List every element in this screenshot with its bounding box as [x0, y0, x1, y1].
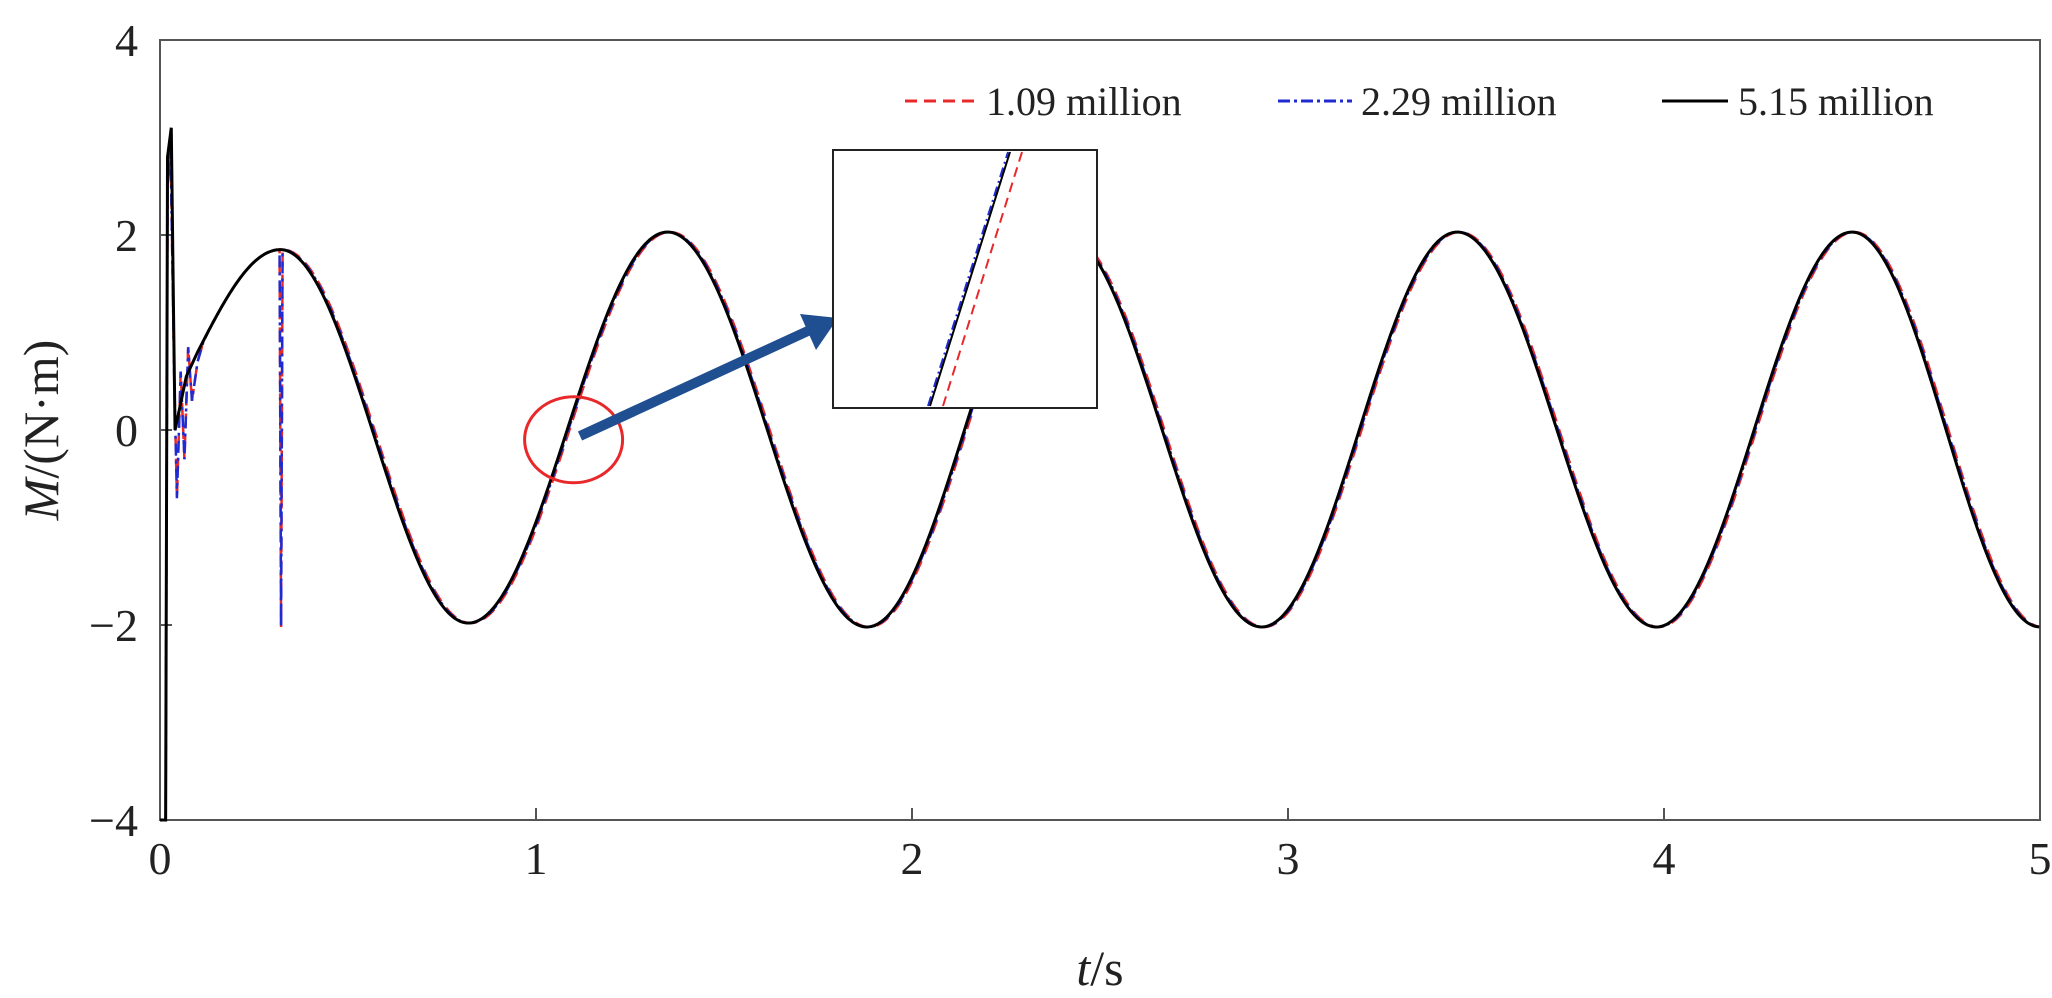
highlight-circle — [523, 395, 625, 485]
legend-label-3: 5.15 million — [1738, 79, 1934, 124]
series-line-3 — [160, 127, 2040, 822]
y-tick-label: −4 — [89, 795, 138, 846]
x-axis-title-unit: /s — [1090, 940, 1123, 996]
y-axis-title: M/(N·m) — [13, 340, 69, 522]
x-tick-label: 1 — [525, 833, 548, 884]
y-axis-title-var: M — [13, 476, 69, 521]
series-line-1 — [160, 147, 2040, 822]
series-layer — [160, 127, 2040, 822]
x-tick-label: 4 — [1653, 833, 1676, 884]
y-tick-label: 4 — [115, 15, 138, 66]
zoom-inset-dashdot-line — [927, 151, 1009, 407]
legend-label-2: 2.29 million — [1361, 79, 1557, 124]
legend-label-1: 1.09 million — [986, 79, 1182, 124]
zoom-inset — [832, 149, 1098, 409]
x-tick-label: 2 — [901, 833, 924, 884]
zoom-inset-solid-line — [929, 151, 1011, 407]
x-tick-label: 3 — [1277, 833, 1300, 884]
y-tick-label: −2 — [89, 600, 138, 651]
zoom-inset-frame — [832, 149, 1098, 409]
x-axis-ticks: 0 1 2 3 4 5 — [149, 808, 2052, 884]
y-axis-title-unit: /(N·m) — [13, 340, 69, 479]
zoom-inset-dashed-line — [942, 151, 1023, 407]
plot-frame — [159, 39, 2041, 821]
y-tick-label: 2 — [115, 210, 138, 261]
x-axis-title: t/s — [1076, 940, 1123, 996]
x-tick-label: 5 — [2029, 833, 2052, 884]
y-tick-label: 0 — [115, 405, 138, 456]
zoom-arrow — [577, 314, 838, 441]
x-tick-label: 0 — [149, 833, 172, 884]
x-axis-title-var: t — [1076, 940, 1091, 996]
y-axis-ticks: 4 2 0 −2 −4 — [89, 15, 172, 846]
legend: 1.09 million 2.29 million 5.15 million — [905, 79, 1934, 124]
series-line-2 — [160, 147, 2040, 822]
